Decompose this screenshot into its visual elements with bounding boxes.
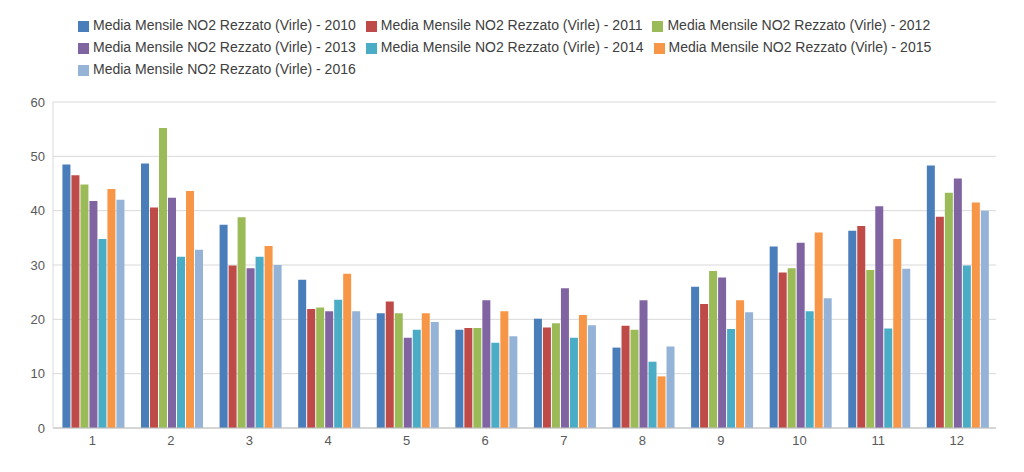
svg-text:1: 1 — [89, 433, 96, 448]
svg-text:7: 7 — [560, 433, 567, 448]
svg-text:20: 20 — [31, 312, 45, 327]
svg-text:9: 9 — [717, 433, 724, 448]
svg-text:6: 6 — [482, 433, 489, 448]
svg-text:60: 60 — [31, 95, 45, 110]
svg-text:0: 0 — [38, 421, 45, 436]
svg-text:10: 10 — [792, 433, 806, 448]
html-text:Media Mensile NO2 Rezzato (Vir: Media Mensile NO2 Rezzato (Virle) - 2015 — [668, 39, 932, 55]
svg-text:30: 30 — [31, 258, 45, 273]
html-text:Media Mensile NO2 Rezzato (Vir: Media Mensile NO2 Rezzato (Virle) - 2012 — [667, 17, 931, 33]
html-text:Media Mensile NO2 Rezzato (Vir: Media Mensile NO2 Rezzato (Virle) - 2010 — [93, 17, 356, 33]
html-text:Media Mensile NO2 Rezzato (Vir: Media Mensile NO2 Rezzato (Virle) - 2014 — [380, 39, 644, 55]
svg-text:4: 4 — [324, 433, 331, 448]
svg-text:3: 3 — [246, 433, 253, 448]
html-text:Media Mensile NO2 Rezzato (Vir: Media Mensile NO2 Rezzato (Virle) - 2016 — [93, 61, 356, 77]
svg-text:11: 11 — [871, 433, 885, 448]
svg-text:5: 5 — [403, 433, 410, 448]
html-text:Media Mensile NO2 Rezzato (Vir: Media Mensile NO2 Rezzato (Virle) - 2011 — [380, 17, 643, 33]
html-text:Media Mensile NO2 Rezzato (Vir: Media Mensile NO2 Rezzato (Virle) - 2013 — [93, 39, 356, 55]
svg-text:10: 10 — [31, 366, 45, 381]
svg-text:8: 8 — [639, 433, 646, 448]
svg-text:12: 12 — [949, 433, 963, 448]
svg-text:50: 50 — [31, 149, 45, 164]
svg-text:2: 2 — [167, 433, 174, 448]
svg-text:40: 40 — [31, 203, 45, 218]
